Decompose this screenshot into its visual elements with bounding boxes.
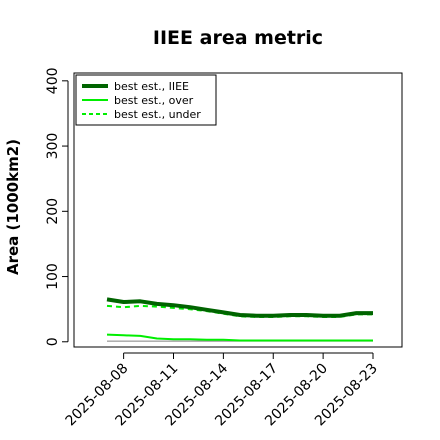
y-tick-label: 400 bbox=[45, 67, 61, 94]
y-tick-label: 200 bbox=[45, 198, 61, 225]
series-layer bbox=[106, 297, 373, 342]
legend-label: best est., IIEE bbox=[114, 80, 189, 93]
legend-label: best est., over bbox=[114, 94, 194, 107]
series-line-1 bbox=[106, 333, 373, 342]
series-line-0 bbox=[106, 297, 373, 318]
chart-title: IIEE area metric bbox=[153, 27, 323, 49]
legend-label: best est., under bbox=[114, 108, 201, 121]
plot-area bbox=[73, 72, 403, 348]
y-axis-label: Area (1000km2) bbox=[4, 139, 22, 275]
y-tick-label: 0 bbox=[45, 337, 61, 346]
y-tick-label: 100 bbox=[45, 263, 61, 290]
y-tick-label: 300 bbox=[45, 133, 61, 160]
